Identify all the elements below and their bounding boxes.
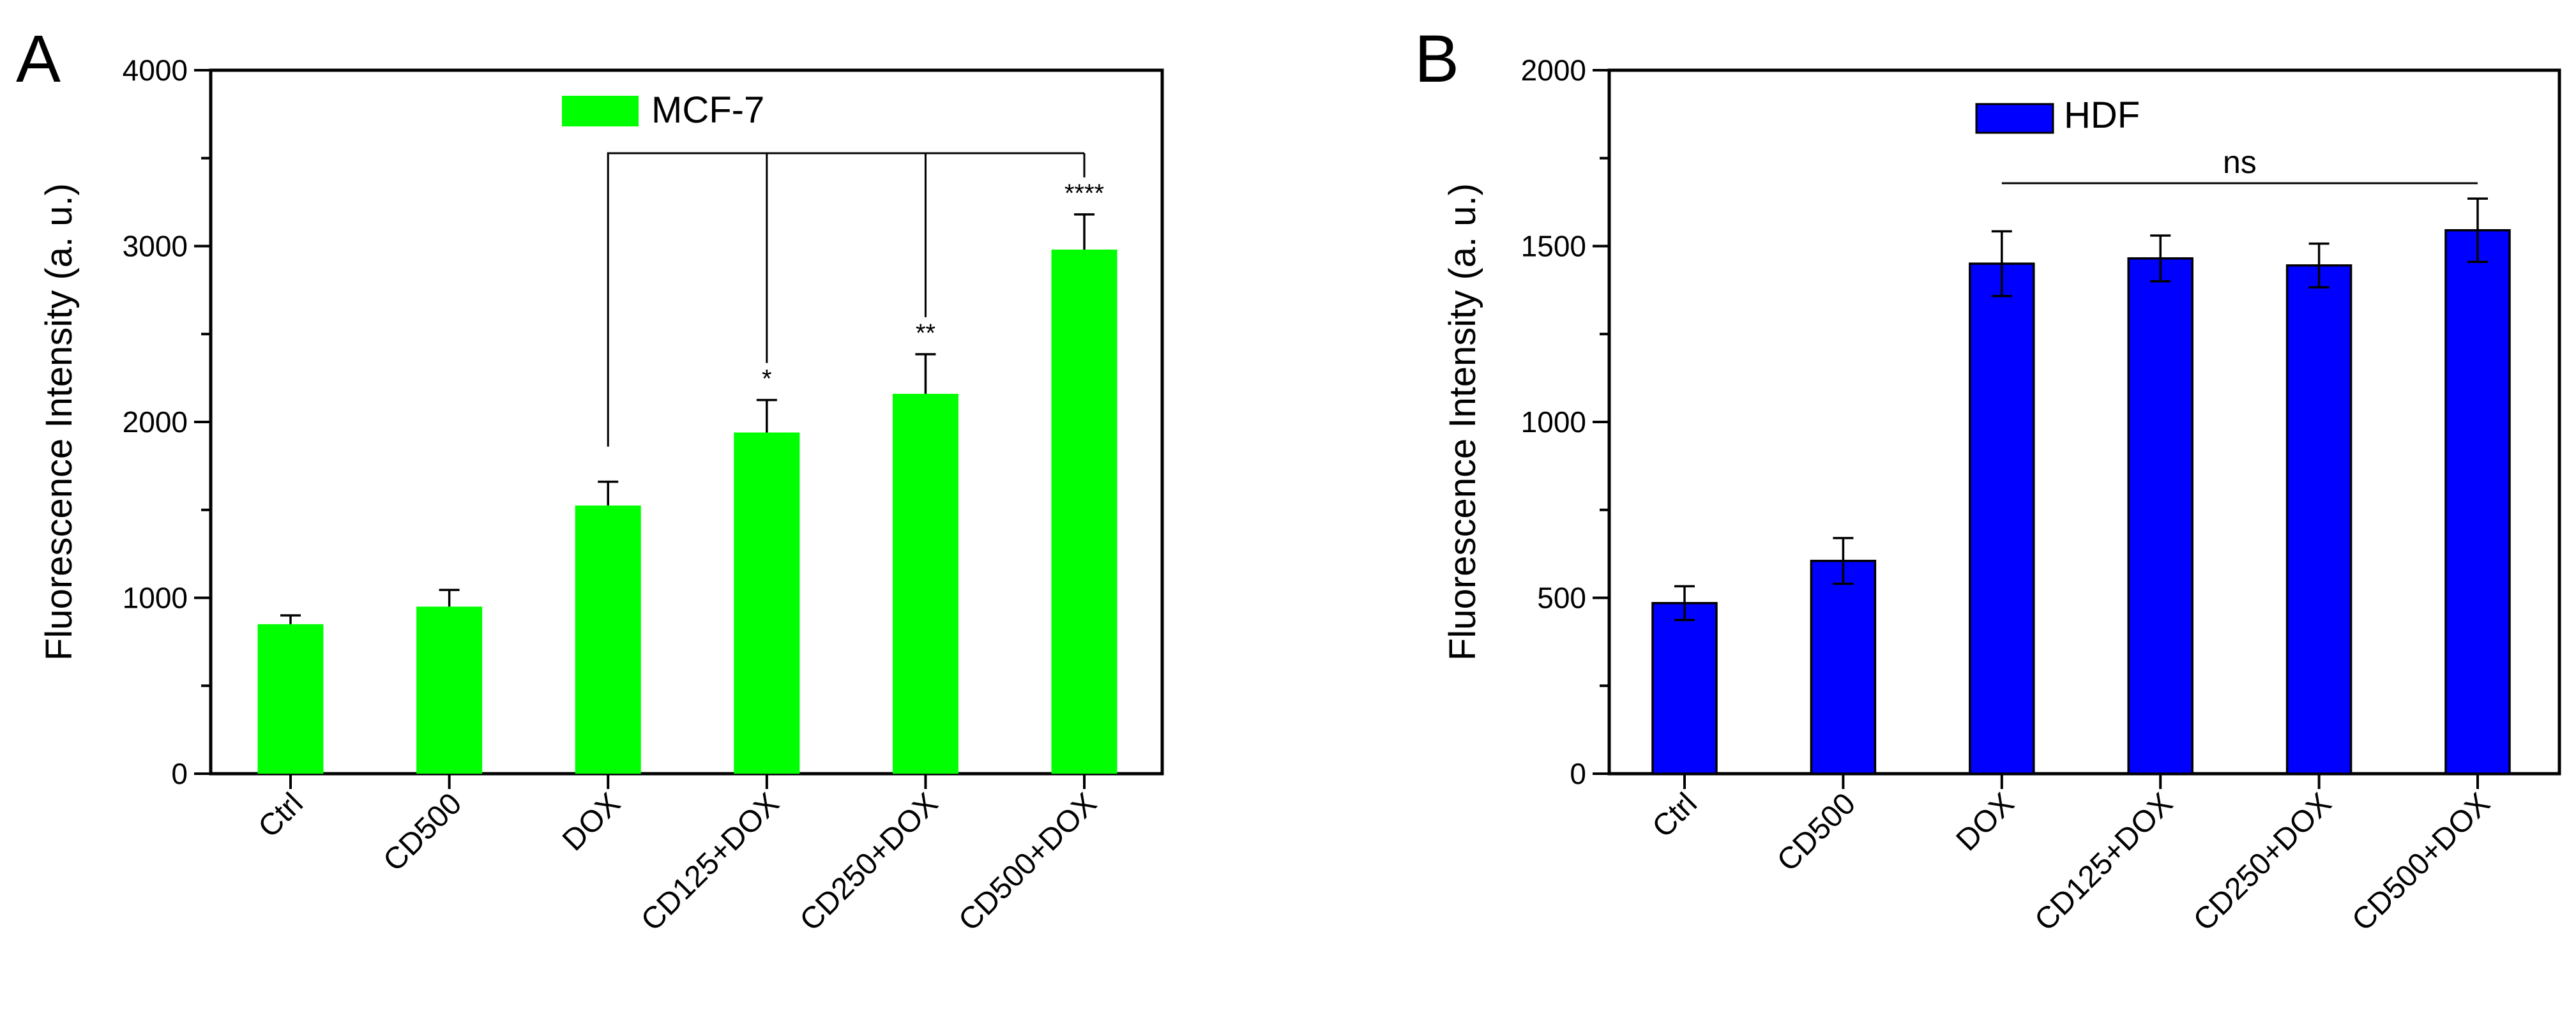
significance-label: ns bbox=[2223, 144, 2257, 180]
bar-ctrl bbox=[1651, 602, 1718, 775]
x-category-label: Ctrl bbox=[1646, 786, 1704, 844]
legend-label: HDF bbox=[2064, 94, 2140, 136]
legend-swatch bbox=[562, 96, 639, 126]
y-tick-label: 2000 bbox=[123, 405, 188, 439]
significance-mark: * bbox=[762, 365, 772, 393]
y-axis-title: Fluorescence Intensity (a. u.) bbox=[38, 183, 80, 661]
significance-mark: **** bbox=[1064, 179, 1104, 207]
x-category-label: CD250+DOX bbox=[794, 786, 945, 938]
y-tick-label: 0 bbox=[171, 757, 188, 790]
legend-swatch bbox=[1975, 103, 2054, 134]
bar-cd250-dox bbox=[892, 393, 958, 774]
x-category-label: DOX bbox=[1950, 786, 2021, 857]
y-tick-label: 500 bbox=[1537, 582, 1586, 615]
bar-cd500 bbox=[416, 606, 483, 774]
panel-b: B 0 500 1000 1500 2000 Fluorescence Intensity … bbox=[1414, 22, 2561, 938]
x-category-label: CD500 bbox=[377, 786, 468, 878]
y-tick-label: 4000 bbox=[123, 54, 188, 87]
bar-cd250-dox bbox=[2285, 264, 2352, 775]
x-category-label: CD250+DOX bbox=[2187, 786, 2338, 938]
panel-letter: A bbox=[16, 22, 61, 96]
panel-a: A 0 1000 2000 3000 4000 Fluorescence Intensity… bbox=[16, 22, 1164, 938]
y-tick-label: 2000 bbox=[1521, 54, 1586, 87]
bar-dox bbox=[575, 505, 641, 774]
legend-label: MCF-7 bbox=[651, 89, 764, 131]
bar-cd500 bbox=[1810, 559, 1877, 775]
bar-cd125-dox bbox=[734, 432, 800, 774]
bar-ctrl bbox=[257, 624, 324, 774]
significance-bracket bbox=[607, 152, 1084, 447]
y-tick-label: 1000 bbox=[1521, 405, 1586, 439]
x-category-label: Ctrl bbox=[252, 786, 310, 844]
y-tick-label: 1000 bbox=[123, 582, 188, 615]
x-category-label: CD125+DOX bbox=[2028, 786, 2179, 938]
y-axis-title: Fluorescence Intensity (a. u.) bbox=[1442, 183, 1483, 661]
panel-letter: B bbox=[1414, 22, 1459, 96]
significance-mark: ** bbox=[916, 319, 936, 347]
x-category-label: DOX bbox=[556, 786, 627, 857]
plot-frame bbox=[1607, 68, 2561, 776]
y-tick-label: 0 bbox=[1570, 757, 1586, 790]
x-category-label: CD500 bbox=[1771, 786, 1862, 878]
plot-frame bbox=[209, 68, 1164, 776]
y-tick-label: 1500 bbox=[1521, 230, 1586, 263]
bar-cd500-dox bbox=[2444, 229, 2511, 775]
y-tick-label: 3000 bbox=[123, 230, 188, 263]
x-category-label: CD125+DOX bbox=[635, 786, 786, 938]
x-category-label: CD500+DOX bbox=[2345, 786, 2497, 938]
x-category-label: CD500+DOX bbox=[952, 786, 1103, 938]
bar-cd500-dox bbox=[1051, 250, 1118, 774]
bar-dox bbox=[1969, 262, 2035, 775]
bar-cd125-dox bbox=[2127, 257, 2193, 775]
